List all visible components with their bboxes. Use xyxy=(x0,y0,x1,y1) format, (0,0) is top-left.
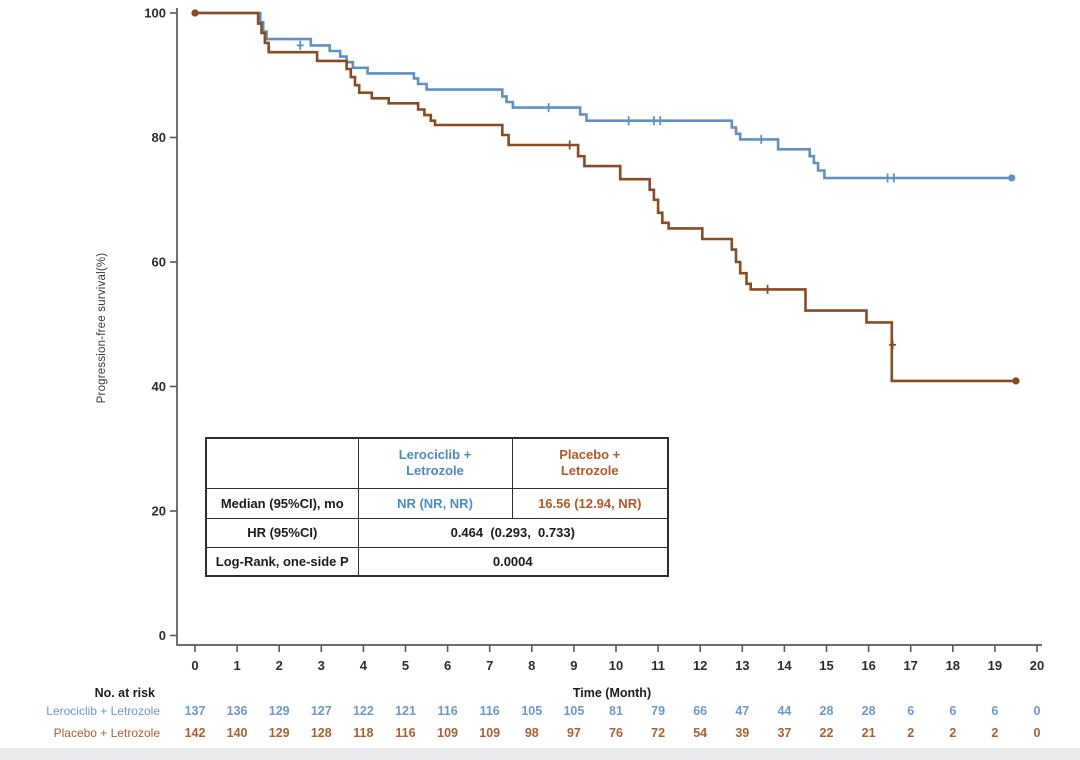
x-tick-label: 1 xyxy=(233,658,240,673)
x-tick-label: 13 xyxy=(735,658,749,673)
risk-count: 37 xyxy=(777,726,792,740)
km-curve-lerociclib xyxy=(195,11,1012,180)
risk-count: 28 xyxy=(861,704,876,718)
x-tick-label: 9 xyxy=(570,658,577,673)
y-tick-label: 80 xyxy=(152,130,166,145)
risk-count: 0 xyxy=(1033,726,1041,740)
y-tick-label: 0 xyxy=(159,628,166,643)
x-tick-label: 10 xyxy=(609,658,623,673)
x-tick-label: 18 xyxy=(946,658,960,673)
risk-count: 116 xyxy=(437,704,458,718)
risk-count: 136 xyxy=(226,704,248,718)
y-tick-label: 60 xyxy=(152,255,166,270)
x-tick-label: 3 xyxy=(318,658,325,673)
curve-end-dot xyxy=(1008,174,1016,182)
stats-median-lerociclib: NR (NR, NR) xyxy=(357,487,513,519)
curve-start-dot xyxy=(191,9,199,17)
x-tick-label: 11 xyxy=(651,658,665,673)
risk-count: 81 xyxy=(609,704,623,718)
risk-count: 22 xyxy=(819,726,834,740)
x-tick-label: 8 xyxy=(528,658,535,673)
risk-count: 109 xyxy=(437,726,459,740)
stats-logrank-label: Log-Rank, one-side P xyxy=(205,546,359,577)
x-tick-label: 12 xyxy=(693,658,707,673)
risk-count: 47 xyxy=(735,704,750,718)
risk-count: 109 xyxy=(479,726,501,740)
risk-count: 140 xyxy=(226,726,248,740)
x-tick-label: 5 xyxy=(402,658,409,673)
risk-count: 28 xyxy=(819,704,834,718)
risk-count: 128 xyxy=(310,726,332,740)
x-tick-label: 0 xyxy=(191,658,198,673)
risk-count: 122 xyxy=(352,704,374,718)
risk-count: 121 xyxy=(395,704,416,718)
stats-table: Lerociclib + Letrozole Placebo + Letrozo… xyxy=(205,437,669,577)
stats-logrank-value: 0.0004 xyxy=(357,546,669,577)
x-tick-label: 20 xyxy=(1030,658,1044,673)
bottom-strip xyxy=(0,748,1080,760)
risk-count: 105 xyxy=(563,704,585,718)
y-tick-label: 100 xyxy=(144,6,166,21)
x-tick-label: 17 xyxy=(903,658,917,673)
risk-count: 116 xyxy=(479,704,500,718)
risk-count: 129 xyxy=(268,726,290,740)
y-tick-label: 20 xyxy=(152,504,166,519)
risk-count: 97 xyxy=(566,726,581,740)
risk-count: 116 xyxy=(395,726,416,740)
risk-count: 6 xyxy=(907,704,915,718)
stats-median-label: Median (95%CI), mo xyxy=(205,487,359,519)
risk-count: 137 xyxy=(184,704,206,718)
km-curve-placebo xyxy=(195,11,1016,383)
x-tick-label: 16 xyxy=(861,658,875,673)
risk-count: 129 xyxy=(268,704,290,718)
stats-header-empty xyxy=(205,437,359,489)
y-axis-label: Progression-free survival(%) xyxy=(96,252,108,404)
risk-count: 2 xyxy=(907,726,915,740)
risk-count: 79 xyxy=(651,704,666,718)
stats-hr-value: 0.464 (0.293, 0.733) xyxy=(357,517,669,548)
x-tick-label: 19 xyxy=(988,658,1002,673)
risk-count: 44 xyxy=(777,704,792,718)
risk-count: 0 xyxy=(1033,704,1041,718)
risk-count: 21 xyxy=(861,726,876,740)
risk-count: 98 xyxy=(524,726,539,740)
risk-count: 6 xyxy=(949,704,957,718)
x-axis-label: Time (Month) xyxy=(572,686,652,700)
risk-count: 118 xyxy=(353,726,374,740)
risk-table-title: No. at risk xyxy=(94,686,155,700)
stats-hr-label: HR (95%CI) xyxy=(205,517,359,548)
curve-end-dot xyxy=(1012,377,1020,385)
risk-count: 2 xyxy=(991,726,999,740)
risk-count: 142 xyxy=(184,726,206,740)
risk-row-label-placebo: Placebo + Letrozole xyxy=(53,726,160,740)
x-tick-label: 7 xyxy=(486,658,493,673)
stats-header-lerociclib: Lerociclib + Letrozole xyxy=(357,437,513,489)
x-tick-label: 14 xyxy=(777,658,792,673)
x-tick-label: 4 xyxy=(360,658,368,673)
risk-count: 127 xyxy=(310,704,332,718)
risk-count: 105 xyxy=(521,704,543,718)
stats-header-placebo: Placebo + Letrozole xyxy=(511,437,669,489)
risk-count: 72 xyxy=(651,726,666,740)
axes xyxy=(176,8,1042,646)
risk-count: 66 xyxy=(693,704,708,718)
risk-count: 6 xyxy=(991,704,999,718)
risk-count: 39 xyxy=(735,726,750,740)
x-tick-label: 2 xyxy=(276,658,283,673)
risk-row-label-lerociclib: Lerociclib + Letrozole xyxy=(46,704,160,718)
x-tick-label: 6 xyxy=(444,658,451,673)
stats-median-placebo: 16.56 (12.94, NR) xyxy=(511,487,669,519)
risk-count: 2 xyxy=(949,726,957,740)
x-tick-label: 15 xyxy=(819,658,833,673)
y-tick-label: 40 xyxy=(152,379,166,394)
risk-count: 76 xyxy=(609,726,623,740)
risk-count: 54 xyxy=(693,726,708,740)
